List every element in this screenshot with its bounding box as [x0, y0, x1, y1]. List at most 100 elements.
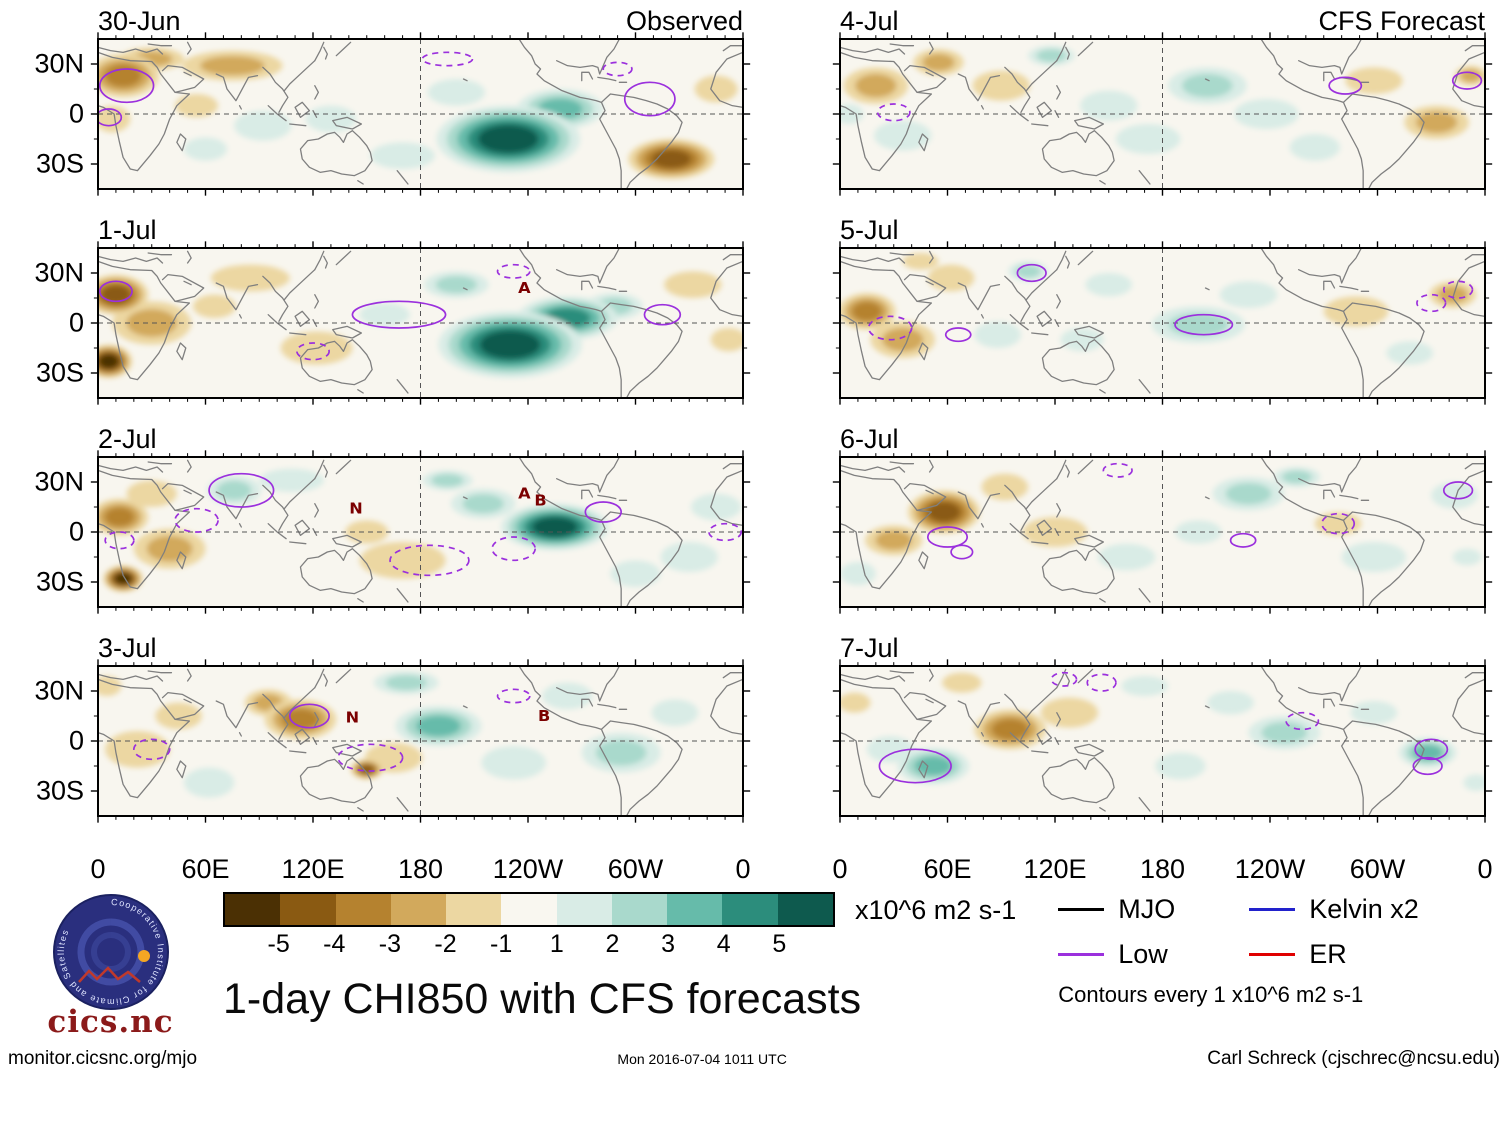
y-tick-30n: 30N [34, 675, 84, 706]
panel-30jun: 30-Jun Observed 30N 0 30S [8, 6, 743, 189]
x-axis-labels-left: 0 60E 120E 180 120W 60W 0 [90, 854, 751, 884]
storm-marker: N [346, 709, 359, 726]
map-grid: 30-Jun Observed 30N 0 30S 1-Jul 30N [8, 6, 1493, 884]
colorbar-segment [280, 894, 336, 925]
column-title-observed: Observed [625, 6, 743, 36]
y-tick-0: 0 [68, 307, 84, 338]
map-svg [840, 248, 1485, 398]
legend-label: Kelvin x2 [1309, 894, 1419, 924]
figure-title: 1-day CHI850 with CFS forecasts [223, 975, 862, 1023]
legend-label: Low [1118, 939, 1168, 969]
wave-contours [100, 265, 681, 360]
panel-date: 7-Jul [840, 633, 899, 663]
column-title-cfs-forecast: CFS Forecast [1318, 6, 1485, 36]
map-svg: A B N [98, 457, 743, 607]
legend-item-kelvin-x2: Kelvin x2 [1249, 894, 1419, 925]
legend-label: ER [1309, 939, 1347, 969]
storm-marker: N [349, 500, 362, 517]
map-svg [840, 457, 1485, 607]
legend-line [1058, 953, 1105, 956]
colorbar-segments [223, 892, 835, 927]
colorbar-tick-label: -5 [267, 930, 290, 958]
colorbar-tick-label: 1 [549, 930, 564, 958]
colorbar-tick-label: -3 [378, 930, 402, 958]
anomaly-field [840, 253, 1477, 365]
panel-date: 1-Jul [98, 215, 157, 245]
anomaly-field [98, 671, 699, 798]
footer-credit: Carl Schreck (cjschrec@ncsu.edu) [1207, 1048, 1500, 1069]
y-tick-30n: 30N [34, 466, 84, 497]
legend-note: Contours every 1 x10^6 m2 s-1 [1058, 982, 1364, 1007]
wave-contours [879, 673, 1447, 783]
storm-marker: A [518, 485, 530, 502]
map-30jun [98, 39, 743, 189]
colorbar-units: x10^6 m2 s-1 [855, 895, 1017, 925]
colorbar-tick-label: -4 [323, 930, 346, 958]
legend-line [1249, 908, 1296, 911]
colorbar-tick-label: -1 [490, 930, 513, 958]
legend-item-er: ER [1249, 939, 1419, 970]
y-tick-0: 0 [68, 98, 84, 129]
colorbar-segment [667, 894, 723, 925]
storm-marker: B [538, 708, 550, 725]
figure-footer-block: Cooperative Institute for Climate and Sa… [0, 892, 1510, 1040]
y-tick-30s: 30S [35, 775, 84, 806]
legend-item-mjo: MJO [1058, 894, 1175, 925]
wave-contours [878, 72, 1482, 120]
legend: MJO Kelvin x2 Low ER Contours every 1 x10^6… [1058, 892, 1419, 1008]
panel-6jul: 6-Jul [840, 424, 1485, 607]
map-svg [840, 39, 1485, 189]
colorbar-and-title: -5 -4 -3 -2 -1 1 2 3 4 5 x10^6 m2 s-1 1-day CHI85… [223, 892, 1016, 1024]
wave-contours [134, 689, 530, 771]
map-5jul [840, 248, 1485, 398]
anomaly-field [98, 264, 743, 378]
colorbar-tick-label: -2 [434, 930, 457, 958]
panel-date: 2-Jul [98, 424, 157, 454]
panel-date: 4-Jul [840, 6, 899, 36]
map-4jul [840, 39, 1485, 189]
legend-line [1249, 953, 1296, 956]
panel-date: 3-Jul [98, 633, 157, 663]
wave-contours [928, 464, 1473, 559]
storm-marker: B [534, 492, 546, 509]
logo-wordmark: cics.nc [47, 1004, 174, 1040]
anomaly-field [840, 672, 1485, 791]
cicsnc-logo-badge: Cooperative Institute for Climate and Sa… [52, 894, 169, 1010]
y-tick-0: 0 [68, 725, 84, 756]
colorbar-tick-label: 4 [716, 930, 731, 958]
panel-7jul: 7-Jul [840, 633, 1485, 816]
colorbar-segment [722, 894, 778, 925]
y-tick-30s: 30S [35, 566, 84, 597]
y-tick-30n: 30N [34, 257, 84, 288]
panel-1jul: 1-Jul 30N 0 30S A [8, 215, 743, 398]
colorbar-labels: -5 -4 -3 -2 -1 1 2 3 4 5 [223, 927, 835, 959]
y-tick-0: 0 [68, 516, 84, 547]
map-svg: A [98, 248, 743, 398]
colorbar-segment [556, 894, 612, 925]
colorbar-segment [446, 894, 502, 925]
anomaly-field [98, 47, 738, 179]
legend-item-low: Low [1058, 939, 1175, 970]
footer-timestamp: Mon 2016-07-04 1011 UTC [617, 1051, 787, 1067]
colorbar-tick-label: 3 [661, 930, 676, 958]
y-axis-labels: 30N 0 30S [8, 248, 98, 398]
anomaly-field [840, 45, 1485, 161]
cicsnc-logo: Cooperative Institute for Climate and Sa… [8, 892, 213, 1040]
y-axis-labels: 30N 0 30S [8, 457, 98, 607]
wave-contours [869, 265, 1473, 342]
x-axis-labels-right: 0 60E 120E 180 120W 60W 0 [832, 854, 1493, 884]
y-tick-30s: 30S [35, 148, 84, 179]
panel-5jul: 5-Jul [840, 215, 1485, 398]
colorbar-segment [611, 894, 668, 925]
footer-url: monitor.cicsnc.org/mjo [8, 1048, 198, 1069]
colorbar-tick-label: 5 [772, 930, 787, 958]
y-tick-30s: 30S [35, 357, 84, 388]
map-6jul [840, 457, 1485, 607]
y-axis-labels: 30N 0 30S [8, 666, 98, 816]
y-tick-30n: 30N [34, 48, 84, 79]
